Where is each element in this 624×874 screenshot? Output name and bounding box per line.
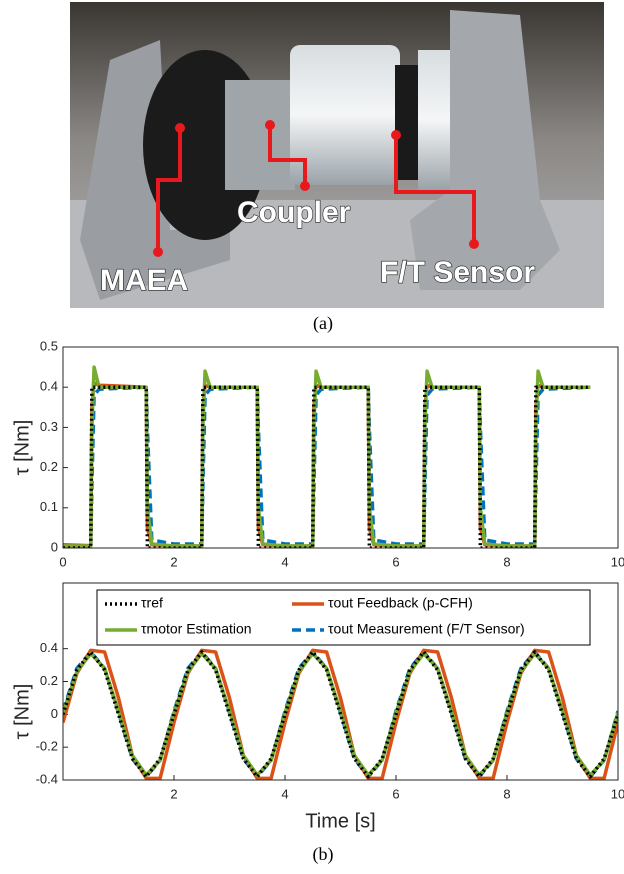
x-tick-label: 10: [611, 554, 624, 569]
y-tick-label: -0.4: [36, 771, 58, 786]
y-tick-label: 0.1: [40, 499, 58, 514]
photo-label: MAEA: [100, 264, 188, 297]
legend-label: τmotor Estimation: [141, 621, 252, 637]
x-tick-label: 8: [503, 554, 510, 569]
y-tick-label: 0: [51, 539, 58, 554]
y-tick-label: 0.2: [40, 673, 58, 688]
legend-label: τref: [141, 595, 163, 611]
legend-label: τout Measurement (F/T Sensor): [328, 621, 525, 637]
caption: (b): [313, 844, 334, 865]
photo: MAEA Coupler F/T Sensor: [70, 2, 604, 308]
y-tick-label: 0.2: [40, 459, 58, 474]
x-tick-label: 6: [392, 554, 399, 569]
x-tick-label: 6: [392, 786, 399, 801]
figure: MAEA Coupler F/T Sensor (a) (b) 0 0.1 0.2 0…: [0, 0, 624, 869]
x-tick-label: 2: [170, 786, 177, 801]
x-tick-label: 2: [170, 554, 177, 569]
y-tick-label: 0.4: [40, 640, 58, 655]
y-axis-label: τ [Nm]: [11, 420, 33, 476]
y-axis-label: τ [Nm]: [11, 684, 33, 740]
x-tick-label: 4: [281, 554, 288, 569]
x-axis-label: Time [s]: [305, 810, 375, 832]
photo-label: F/T Sensor: [380, 256, 535, 289]
x-tick-label: 10: [611, 786, 624, 801]
photo-label: Coupler: [237, 196, 351, 229]
y-tick-label: -0.2: [36, 739, 58, 754]
caption: (a): [313, 313, 333, 334]
legend-label: τout Feedback (p-CFH): [328, 595, 473, 611]
x-tick-label: 4: [281, 786, 288, 801]
y-tick-label: 0.3: [40, 419, 58, 434]
y-tick-label: 0.4: [40, 379, 58, 394]
x-tick-label: 8: [503, 786, 510, 801]
y-tick-label: 0: [51, 706, 58, 721]
y-tick-label: 0.5: [40, 338, 58, 353]
x-tick-label: 0: [59, 554, 66, 569]
